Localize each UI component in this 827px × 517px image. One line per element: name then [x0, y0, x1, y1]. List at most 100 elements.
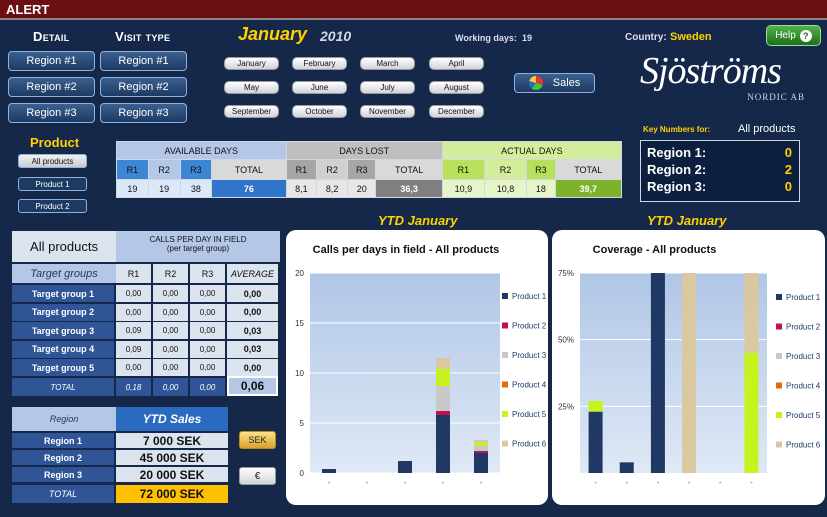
month-button-january[interactable]: January [224, 57, 279, 70]
legend-label: Product 2 [512, 322, 547, 331]
calls-cell: 0,00 [116, 359, 151, 376]
target-group-label: Target group 4 [12, 340, 114, 358]
month-button-june[interactable]: June [292, 81, 347, 94]
bar-product-5 [588, 401, 603, 412]
calls-total-label: TOTAL [12, 378, 114, 396]
key-row: Region 3: 0 [647, 179, 792, 196]
legend-swatch [776, 441, 782, 448]
month-button-april[interactable]: April [429, 57, 484, 70]
days-lost-header: DAYS LOST [285, 141, 443, 160]
help-icon: ? [799, 29, 812, 42]
calls-product: All products [12, 231, 116, 262]
calls-cell: 0,09 [116, 322, 151, 339]
ytd-total-value: 72 000 SEK [116, 485, 228, 503]
detail-region-2-button[interactable]: Region #2 [8, 77, 95, 97]
legend-swatch [502, 381, 508, 388]
days-value: 8,2 [316, 179, 348, 198]
sales-button[interactable]: Sales [514, 73, 595, 93]
calls-cell: 0,00 [153, 322, 188, 339]
bar-product-2 [436, 411, 450, 415]
calls-cell: 0,00 [153, 303, 188, 321]
ytd-sales-value: 45 000 SEK [116, 450, 228, 465]
month-button-march[interactable]: March [360, 57, 415, 70]
calls-cell: 0,03 [227, 322, 278, 339]
legend-swatch [502, 440, 508, 447]
x-tick-label: - [625, 478, 628, 487]
detail-header: Detail [33, 29, 70, 44]
sek-button[interactable]: SEK [239, 431, 276, 449]
y-tick-label: 5 [300, 419, 305, 428]
month-button-september[interactable]: September [224, 105, 279, 118]
calls-title: CALLS PER DAY IN FIELD [149, 235, 247, 244]
bar-product-3 [474, 446, 488, 451]
legend-label: Product 6 [512, 440, 547, 449]
calls-cell: 0,00 [116, 285, 151, 302]
legend-label: Product 5 [512, 410, 547, 419]
target-group-label: Target group 5 [12, 359, 114, 376]
legend-swatch [776, 294, 782, 300]
month-button-august[interactable]: August [429, 81, 484, 94]
month-button-november[interactable]: November [360, 105, 415, 118]
detail-region-3-button[interactable]: Region #3 [8, 103, 95, 123]
days-col-header: R2 [316, 159, 348, 180]
help-button[interactable]: Help ? [766, 25, 821, 46]
x-tick-label: - [719, 478, 722, 487]
key-row-value: 0 [784, 145, 792, 160]
calls-col-header: R1 [116, 264, 151, 283]
x-tick-label: - [442, 478, 445, 487]
key-row: Region 1: 0 [647, 145, 792, 162]
x-tick-label: - [657, 478, 660, 487]
working-days-value: 19 [522, 33, 533, 43]
product-1-button[interactable]: Product 1 [18, 177, 87, 191]
bar-product-5 [474, 443, 488, 446]
coverage-chart-title: Coverage - All products [592, 244, 717, 256]
key-row-label: Region 1: [647, 145, 707, 160]
legend-swatch [776, 412, 782, 418]
days-col-header: R3 [346, 159, 377, 180]
logo-main-text: Sjöströms [640, 50, 782, 92]
month-button-july[interactable]: July [360, 81, 415, 94]
visit-region-1-button[interactable]: Region #1 [100, 51, 187, 71]
product-2-button[interactable]: Product 2 [18, 199, 87, 213]
bar-product-2 [474, 451, 488, 453]
actual-days-header: ACTUAL DAYS [441, 141, 623, 160]
legend-label: Product 1 [786, 293, 821, 302]
y-tick-label: 20 [295, 269, 304, 278]
visit-region-3-button[interactable]: Region #3 [100, 103, 187, 123]
logo-sub-text: NORDIC AB [747, 92, 805, 102]
calls-cell: 0,00 [227, 359, 278, 376]
month-button-may[interactable]: May [224, 81, 279, 94]
visit-region-2-button[interactable]: Region #2 [100, 77, 187, 97]
days-table: AVAILABLE DAYS DAYS LOST ACTUAL DAYS R1 R… [116, 141, 623, 198]
bar-product-1 [588, 411, 603, 473]
all-products-button[interactable]: All products [18, 154, 87, 168]
calls-cell: 0,00 [153, 340, 188, 358]
ytd-region-header: Region [12, 407, 116, 431]
legend-swatch [502, 322, 508, 329]
coverage-chart: 25% 50% 75% - - - - - - Product 1 Product 2 Product… [558, 269, 821, 487]
days-col-header: TOTAL [211, 159, 287, 180]
ytd-region-label: Region 3 [12, 467, 114, 482]
legend-label: Product 5 [786, 411, 821, 420]
bar-product-1 [650, 273, 665, 473]
month-button-october[interactable]: October [292, 105, 347, 118]
days-value: 19 [116, 179, 149, 198]
calls-cell: 0,00 [190, 359, 225, 376]
key-numbers-panel [640, 140, 800, 202]
detail-region-1-button[interactable]: Region #1 [8, 51, 95, 71]
x-tick-label: - [750, 478, 753, 487]
target-group-label: Target group 3 [12, 322, 114, 339]
euro-button[interactable]: € [239, 467, 276, 485]
bar-product-6 [474, 440, 488, 443]
calls-chart-panel: Calls per days in field - All products 0… [286, 230, 548, 505]
key-row: Region 2: 2 [647, 162, 792, 179]
x-tick-label: - [688, 478, 691, 487]
days-value: 18 [526, 179, 556, 198]
month-button-december[interactable]: December [429, 105, 484, 118]
month-button-february[interactable]: February [292, 57, 347, 70]
bar-product-6 [682, 273, 697, 473]
calls-title-box: CALLS PER DAY IN FIELD (per target group… [116, 231, 280, 262]
calls-chart-title: Calls per days in field - All products [312, 244, 500, 256]
calls-total-cell: 0,00 [190, 378, 225, 396]
days-value: 39,7 [554, 179, 623, 198]
